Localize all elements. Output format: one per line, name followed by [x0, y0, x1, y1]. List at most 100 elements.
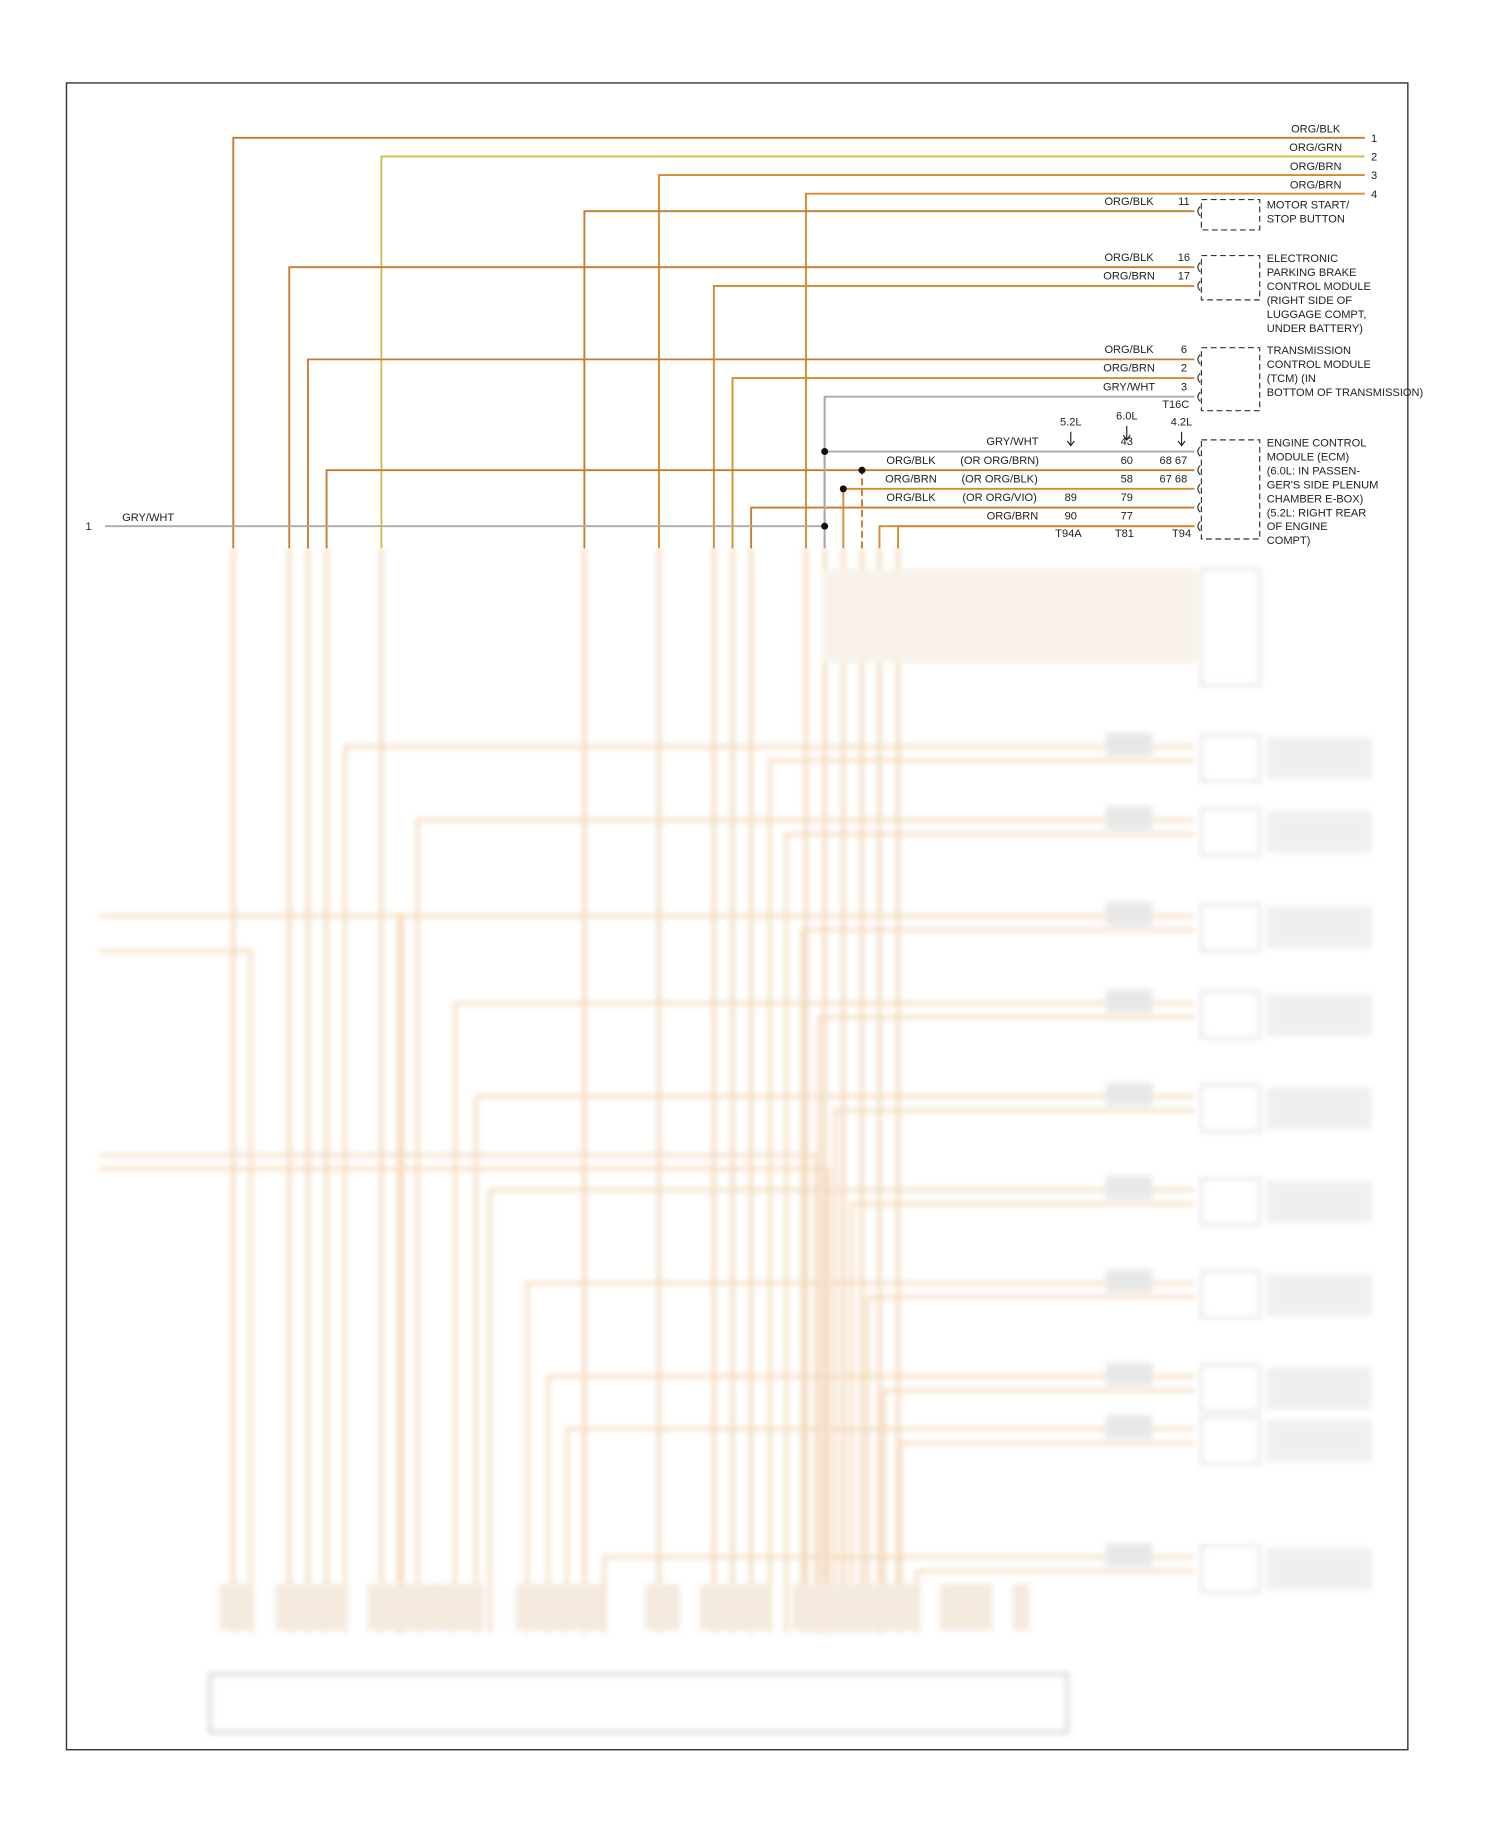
- pin: [1197, 502, 1201, 513]
- text-block: [1105, 901, 1153, 926]
- text-block: [1105, 732, 1153, 756]
- component-label: ENGINE CONTROL: [1267, 437, 1367, 449]
- wire-label: ORG/BRN: [885, 473, 937, 485]
- text-block: [1105, 1175, 1153, 1200]
- wire: [750, 506, 1195, 549]
- component-box: [823, 569, 1197, 663]
- text-block: [1266, 993, 1372, 1036]
- wire: [565, 1427, 1195, 1634]
- wire: [878, 525, 1195, 549]
- pin-number: 58: [1121, 473, 1133, 485]
- component-box: [1200, 439, 1261, 540]
- wire: [731, 377, 1195, 549]
- text-block: [1105, 1362, 1153, 1386]
- wire: [849, 1202, 1195, 1634]
- text-block: [1266, 906, 1372, 949]
- pin-number: 77: [1121, 511, 1133, 523]
- text-block: [1105, 806, 1153, 830]
- pin-number: 79: [1121, 492, 1133, 504]
- component-label: BOTTOM OF TRANSMISSION): [1267, 387, 1424, 399]
- component-box: [1200, 347, 1261, 412]
- component-box: [1200, 990, 1261, 1040]
- component-label: CONTROL MODULE: [1267, 359, 1371, 371]
- pin-number: 3: [1181, 381, 1187, 393]
- wire: [658, 174, 1365, 549]
- component-label: (TCM) (IN: [1267, 373, 1316, 385]
- pin-number: 11: [1178, 196, 1190, 208]
- text-block: [1105, 1082, 1153, 1106]
- wire: [343, 744, 1195, 1634]
- component-box: [1200, 1177, 1261, 1227]
- blurred-lower-section: [99, 548, 1372, 1734]
- pin-number: 16: [1178, 252, 1190, 264]
- wire-label: ORG/BLK: [886, 492, 936, 504]
- wire: [897, 525, 1195, 549]
- connector-block: [940, 1584, 993, 1631]
- pin-number: 68 67: [1160, 455, 1188, 467]
- wire-label: ORG/BRN: [1103, 363, 1155, 375]
- pin: [1197, 206, 1201, 217]
- wire-label: ORG/BRN: [1103, 270, 1155, 282]
- component-label: COMPT): [1267, 535, 1311, 547]
- text-block: [1266, 1419, 1372, 1462]
- connector-block: [1012, 1584, 1030, 1631]
- component-box: [1200, 568, 1261, 688]
- connector-block: [645, 1584, 681, 1631]
- text-block: [1105, 1414, 1153, 1439]
- wire: [866, 1295, 1195, 1634]
- component-label: PARKING BRAKE: [1267, 267, 1357, 279]
- pin: [1197, 280, 1201, 291]
- wire: [583, 210, 1195, 549]
- frame: [65, 82, 1409, 1751]
- arrow: [1066, 431, 1075, 447]
- component-label: MODULE (ECM): [1267, 451, 1349, 463]
- wire-alt-label: (OR ORG/VIO): [962, 492, 1036, 504]
- wire: [99, 1153, 819, 1634]
- connector-block: [515, 1584, 604, 1631]
- wire: [898, 1441, 1195, 1634]
- text-block: [1266, 1547, 1372, 1590]
- component-label: TRANSMISSION: [1267, 345, 1351, 357]
- text-block: [1105, 989, 1153, 1013]
- component-label: UNDER BATTERY): [1267, 323, 1363, 335]
- component-label: CONTROL MODULE: [1267, 281, 1371, 293]
- component-label: ELECTRONIC: [1267, 253, 1338, 265]
- pin-number: 67 68: [1160, 473, 1188, 485]
- wire: [415, 818, 1195, 1634]
- text-block: [1105, 1269, 1153, 1293]
- component-label: (5.2L: RIGHT REAR: [1267, 507, 1367, 519]
- wire-label: GRY/WHT: [122, 512, 174, 524]
- wire: [453, 1001, 1195, 1634]
- connector-name: T16C: [1162, 399, 1189, 411]
- connector-block: [791, 1584, 921, 1631]
- pin-number: 2: [1371, 152, 1377, 164]
- arrow: [1177, 431, 1186, 447]
- text-block: [1266, 1273, 1372, 1316]
- text-block: [1266, 810, 1372, 853]
- pin-number: 6: [1181, 344, 1187, 356]
- wire: [99, 1167, 830, 1634]
- text-block: [1266, 1087, 1372, 1130]
- splice: [839, 485, 847, 493]
- component-label: STOP BUTTON: [1267, 213, 1345, 225]
- component-label: GER'S SIDE PLENUM: [1267, 479, 1379, 491]
- wire: [800, 927, 1195, 1634]
- component-box: [1200, 254, 1261, 301]
- pin-number: 3: [1371, 170, 1377, 182]
- component-label: LUGGAGE COMPT,: [1267, 309, 1367, 321]
- wire: [99, 914, 405, 1634]
- connector-name: T94: [1172, 528, 1191, 540]
- text-block: [1266, 737, 1372, 780]
- wire-label: ORG/BLK: [1104, 252, 1154, 264]
- component-box: [1200, 1083, 1261, 1133]
- wire: [768, 758, 1195, 1634]
- wire: [99, 948, 253, 1634]
- engine-variant: 4.2L: [1171, 416, 1193, 428]
- wire: [546, 1374, 1195, 1634]
- wire: [380, 155, 1365, 549]
- component-box: [1200, 198, 1261, 231]
- wire: [784, 832, 1195, 1634]
- pin-number: 2: [1181, 363, 1187, 375]
- wire: [602, 1555, 1195, 1634]
